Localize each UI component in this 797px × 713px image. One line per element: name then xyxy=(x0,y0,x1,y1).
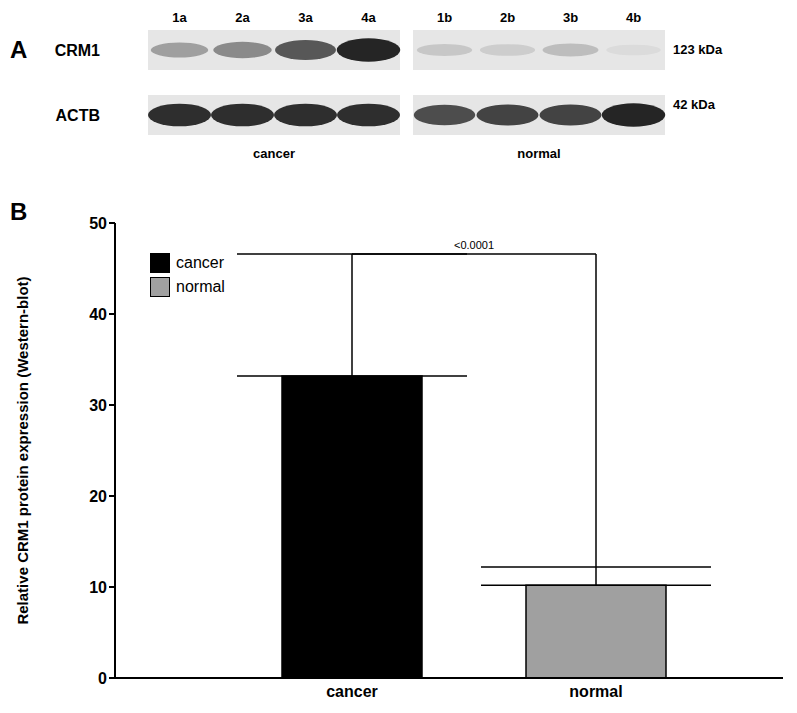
svg-text:1b: 1b xyxy=(437,10,452,25)
svg-text:0: 0 xyxy=(98,670,107,687)
svg-text:20: 20 xyxy=(89,488,107,505)
svg-text:CRM1: CRM1 xyxy=(55,42,100,59)
svg-text:Relative CRM1 protein expressi: Relative CRM1 protein expression (Wester… xyxy=(14,276,31,624)
html-text:cancer: cancer xyxy=(176,254,224,271)
svg-text:ACTB: ACTB xyxy=(56,107,100,124)
svg-text:2b: 2b xyxy=(500,10,515,25)
svg-text:<0.0001: <0.0001 xyxy=(454,239,494,251)
svg-text:123 kDa: 123 kDa xyxy=(673,42,723,57)
svg-text:A: A xyxy=(10,36,27,63)
svg-text:42 kDa: 42 kDa xyxy=(673,97,716,112)
svg-text:30: 30 xyxy=(89,397,107,414)
html-text:B: B xyxy=(10,198,28,225)
svg-text:cancer: cancer xyxy=(326,683,378,700)
svg-text:1a: 1a xyxy=(172,10,187,25)
svg-text:4b: 4b xyxy=(626,10,641,25)
svg-text:3b: 3b xyxy=(563,10,578,25)
svg-text:normal: normal xyxy=(569,683,622,700)
html-text:normal: normal xyxy=(176,278,225,295)
svg-text:10: 10 xyxy=(89,579,107,596)
svg-text:50: 50 xyxy=(89,215,107,232)
svg-text:cancer: cancer xyxy=(253,146,295,161)
svg-text:normal: normal xyxy=(517,146,560,161)
svg-text:2a: 2a xyxy=(235,10,250,25)
svg-text:3a: 3a xyxy=(298,10,313,25)
svg-text:40: 40 xyxy=(89,306,107,323)
svg-text:4a: 4a xyxy=(361,10,376,25)
